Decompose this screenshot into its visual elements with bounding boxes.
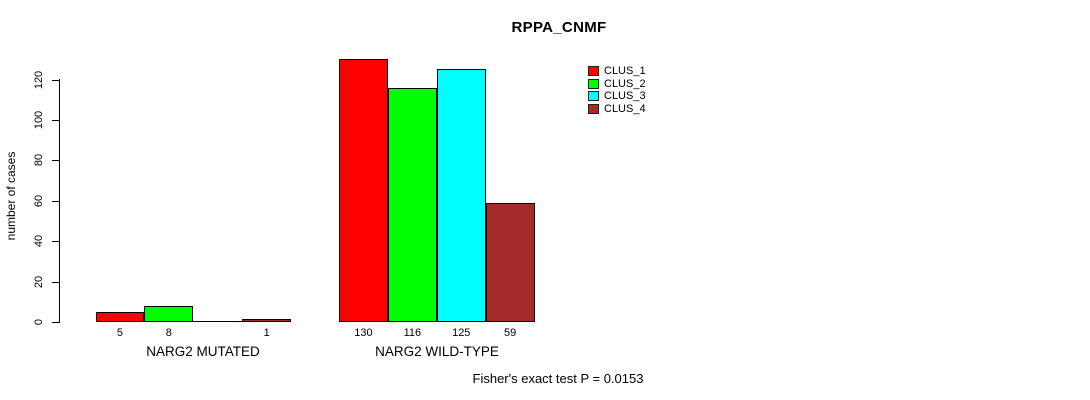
- bar-clus_3-group2: [437, 69, 486, 322]
- bar-value-label: 116: [403, 327, 422, 339]
- x-group-label-mutated: NARG2 MUTATED: [146, 344, 260, 359]
- legend-swatch-icon: [588, 79, 599, 89]
- y-tick-label: 40: [33, 234, 45, 248]
- bar-value-label: 125: [452, 327, 471, 339]
- y-axis-label: number of cases: [4, 151, 18, 241]
- bar-value-label: 5: [116, 327, 123, 339]
- y-tick-label: 20: [33, 275, 45, 289]
- y-axis-line: [59, 79, 60, 322]
- y-tick-mark: [52, 80, 60, 81]
- fisher-test-note: Fisher's exact test P = 0.0153: [472, 371, 644, 386]
- y-tick-label: 60: [33, 194, 45, 208]
- legend-swatch-icon: [588, 104, 599, 114]
- legend-label: CLUS_2: [604, 78, 646, 90]
- legend-label: CLUS_3: [604, 90, 646, 102]
- bar-clus_4-group1: [242, 319, 291, 322]
- bar-value-label: 130: [354, 327, 373, 339]
- legend-label: CLUS_4: [604, 103, 646, 115]
- bar-clus_3-group1: [193, 321, 242, 322]
- x-group-label-wild-type: NARG2 WILD-TYPE: [375, 344, 499, 359]
- y-tick-mark: [52, 322, 60, 323]
- bar-clus_4-group2: [486, 203, 535, 322]
- y-tick-mark: [52, 120, 60, 121]
- bar-clus_2-group2: [388, 88, 437, 322]
- legend-label: CLUS_1: [604, 65, 646, 77]
- y-tick-label: 120: [33, 70, 45, 90]
- y-tick-mark: [52, 160, 60, 161]
- bar-clus_1-group2: [339, 59, 388, 322]
- y-tick-mark: [52, 241, 60, 242]
- y-tick-label: 80: [33, 153, 45, 167]
- bar-clus_2-group1: [144, 306, 193, 322]
- chart-title: RPPA_CNMF: [511, 19, 607, 36]
- legend-swatch-icon: [588, 66, 599, 76]
- y-tick-mark: [52, 282, 60, 283]
- bar-clus_1-group1: [96, 312, 144, 322]
- y-tick-mark: [52, 201, 60, 202]
- bar-value-label: 59: [504, 327, 517, 339]
- y-tick-label: 0: [33, 318, 45, 326]
- legend-swatch-icon: [588, 91, 599, 101]
- y-tick-label: 100: [33, 110, 45, 130]
- bar-value-label: 8: [165, 327, 172, 339]
- bar-value-label: 1: [263, 327, 270, 339]
